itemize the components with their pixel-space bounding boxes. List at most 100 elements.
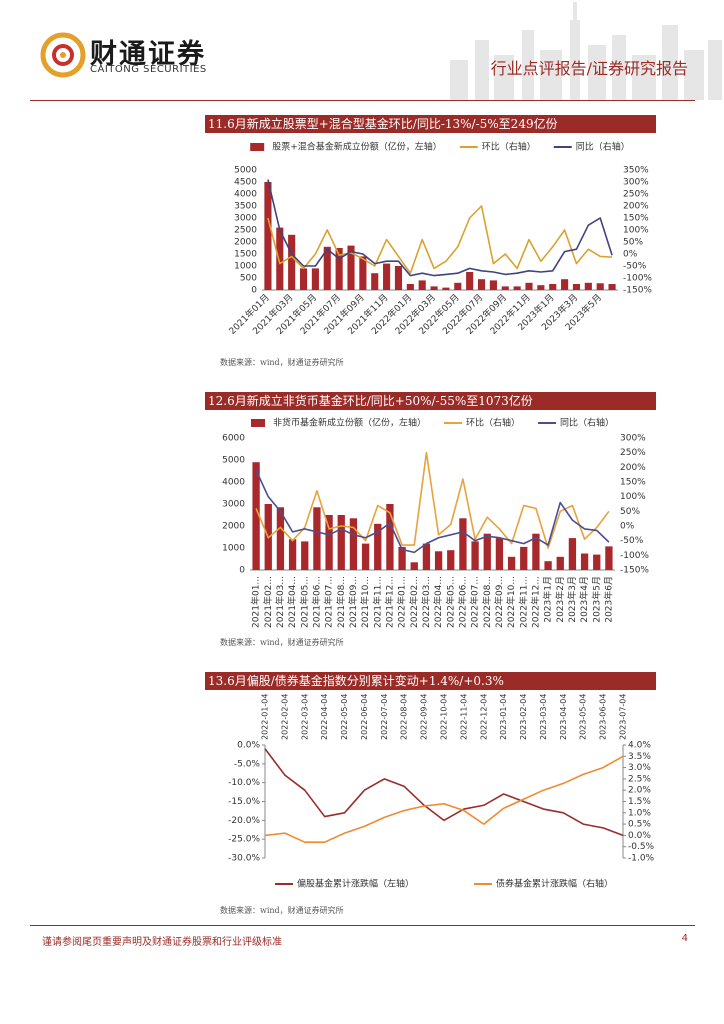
bar — [532, 533, 540, 570]
y2-tick-label: 0.5% — [628, 820, 651, 830]
bar — [311, 268, 319, 290]
header-rule — [30, 100, 695, 101]
y2-tick-label: 250% — [623, 190, 649, 200]
y-tick-label: 4000 — [234, 190, 257, 200]
y2-tick-label: 200% — [620, 463, 646, 473]
y-tick-label: 4000 — [222, 478, 245, 488]
bar — [276, 227, 284, 290]
legend-label: 环比（右轴） — [466, 417, 520, 429]
legend-label: 非货币基金新成立份额（亿份，左轴） — [273, 417, 426, 429]
y2-tick-label: -150% — [620, 566, 649, 576]
bar — [299, 268, 308, 290]
y-tick-label: -20.0% — [228, 816, 260, 826]
chart: 0 1000 2000 3000 4000 5000 6000 -150% -100% -50% 0… — [222, 417, 649, 628]
legend-label: 股票+混合基金新成立份额（亿份，左轴） — [272, 141, 442, 153]
bar — [264, 182, 272, 290]
bar — [556, 556, 564, 570]
y2-tick-label: -1.0% — [628, 854, 655, 864]
bar — [410, 562, 418, 570]
series-line — [264, 755, 624, 843]
x-tick-label: 2022-01-04 — [261, 694, 270, 741]
series-line — [267, 179, 613, 277]
series-line — [255, 469, 610, 554]
bar — [507, 556, 516, 570]
y2-tick-label: 0.0% — [628, 831, 651, 841]
bar — [434, 551, 443, 570]
y2-tick-label: 0% — [623, 250, 638, 260]
y2-tick-label: 350% — [623, 166, 649, 176]
x-tick-label: 2022年02... — [408, 576, 420, 628]
x-tick-label: 2022年11... — [517, 576, 529, 628]
y2-tick-label: 1.0% — [628, 808, 651, 818]
y-tick-label: 5000 — [234, 166, 257, 176]
x-tick-label: 2022-06-04 — [360, 694, 369, 741]
bar — [325, 515, 333, 570]
x-tick-label: 2022-03-04 — [300, 694, 309, 741]
y2-tick-label: -100% — [623, 274, 652, 284]
legend-label: 环比（右轴） — [482, 141, 536, 153]
x-tick-label: 2023年5月 — [590, 576, 602, 623]
bar — [572, 284, 581, 290]
bar — [584, 282, 592, 290]
x-tick-label: 2023-05-04 — [579, 694, 588, 741]
y-tick-label: -5.0% — [234, 759, 261, 769]
y-tick-label: 500 — [240, 274, 257, 284]
x-tick-label: 2022-05-04 — [340, 694, 349, 741]
y2-tick-label: 100% — [623, 226, 649, 236]
y2-tick-label: 50% — [620, 507, 640, 517]
chart: 0.0% -5.0% -10.0% -15.0% -20.0% -25.0% -30.0% 4… — [228, 694, 655, 890]
bar — [477, 279, 486, 290]
y-tick-label: 2000 — [222, 522, 245, 532]
bar — [525, 282, 533, 290]
y-tick-label: -10.0% — [228, 778, 260, 788]
x-tick-label: 2022-10-04 — [440, 694, 449, 741]
bar — [593, 554, 601, 570]
x-tick-label: 2021年06... — [310, 576, 322, 628]
bar — [501, 286, 509, 290]
bar — [495, 538, 504, 570]
y2-tick-label: -100% — [620, 551, 649, 561]
y-tick-label: 3000 — [222, 500, 245, 510]
y2-tick-label: 1.5% — [628, 797, 651, 807]
bar — [418, 280, 426, 290]
bar — [489, 280, 497, 290]
chart: 0 500 1000 1500 2000 2500 3000 3500 4000 4500 5000… — [226, 141, 652, 337]
y-tick-label: 1000 — [222, 544, 245, 554]
x-tick-label: 2021年05... — [298, 576, 310, 628]
legend: 股票+混合基金新成立份额（亿份，左轴） 环比（右轴） 同比（右轴） — [250, 141, 630, 153]
bar — [313, 507, 321, 570]
company-name-en: CAITONG SECURITIES — [90, 64, 207, 75]
x-tick-label: 2022年01... — [396, 576, 408, 628]
bar — [406, 284, 414, 290]
figure-title: 11.6月新成立股票型+混合型基金环比/同比-13%/-5%至249亿份 — [205, 115, 656, 133]
x-tick-label: 2022年12... — [529, 576, 541, 628]
x-tick-label: 2021年02... — [262, 576, 274, 628]
bar — [394, 266, 403, 290]
bar — [520, 546, 528, 570]
x-tick-label: 2022年05... — [444, 576, 456, 628]
y2-tick-label: 50% — [623, 238, 643, 248]
page-number: 4 — [681, 933, 688, 944]
report-type: 行业点评报告/证券研究报告 — [490, 59, 688, 78]
x-tick-label: 2023-01-04 — [499, 694, 508, 741]
y-tick-label: -25.0% — [228, 835, 260, 845]
x-tick-label: 2022-09-04 — [420, 694, 429, 741]
bar — [398, 546, 406, 570]
bar — [608, 284, 616, 290]
y2-tick-label: 150% — [620, 478, 646, 488]
x-tick-label: 2023-03-04 — [539, 694, 548, 741]
legend-label: 同比（右轴） — [560, 417, 614, 429]
y2-tick-label: 3.5% — [628, 752, 651, 762]
y2-tick-label: 3.0% — [628, 763, 651, 773]
x-tick-label: 2021年08... — [335, 576, 347, 628]
bar — [276, 507, 285, 570]
y-tick-label: 0.0% — [237, 741, 260, 751]
series-line — [255, 451, 610, 549]
bar — [442, 287, 450, 290]
x-tick-label: 2022年09... — [493, 576, 505, 628]
x-tick-label: 2021年07... — [323, 576, 335, 628]
y-tick-label: 3500 — [234, 202, 257, 212]
x-tick-label: 2022年04... — [432, 576, 444, 628]
x-tick-label: 2022年07... — [469, 576, 481, 628]
bar — [374, 523, 382, 570]
